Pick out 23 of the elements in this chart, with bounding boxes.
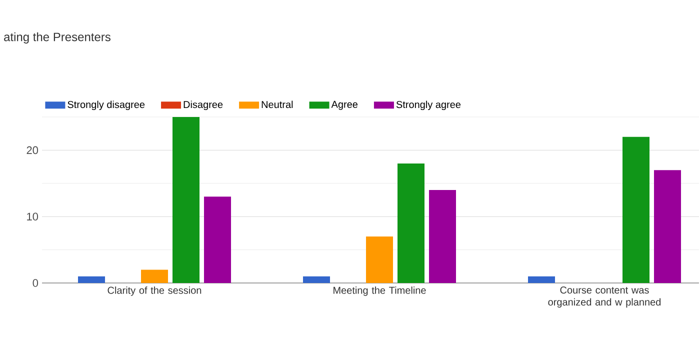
bar [429,190,456,283]
bar [654,170,681,283]
bar [622,136,650,283]
y-tick-label: 20 [26,146,38,154]
x-tick-label: Course content was organized and w planned [548,286,661,308]
legend-label: Disagree [184,100,223,110]
bar [398,163,425,283]
bar [528,276,556,283]
y-tick-label: 0 [32,279,38,287]
x-tick-label: Clarity of the session [108,286,202,296]
x-tick-label: Meeting the Timeline [334,286,426,296]
bar [78,276,106,283]
legend-label: Neutral [262,100,293,108]
legend-label: Strongly agree [396,100,461,110]
legend-label: Agree [331,100,358,110]
bar [172,116,200,283]
bar [204,196,232,283]
bar [303,276,330,283]
chart-title: ating the Presenters [4,32,110,44]
y-tick-label: 10 [27,212,38,220]
legend-label: Strongly disagree [68,100,145,110]
bar [366,236,394,283]
bar [141,270,168,283]
